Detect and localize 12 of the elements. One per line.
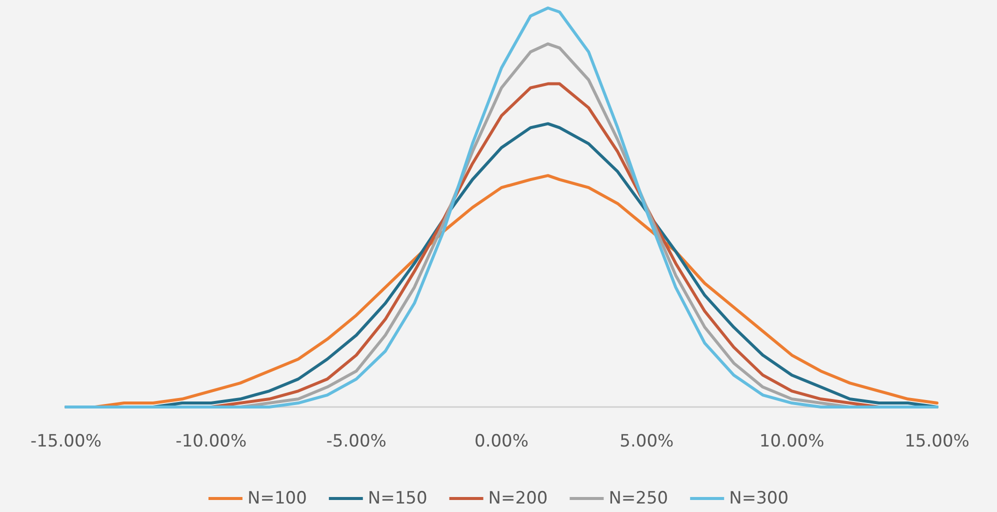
- x-tick-label: 15.00%: [904, 432, 970, 452]
- legend-label: N=250: [608, 488, 668, 508]
- x-tick-label: -10.00%: [176, 432, 247, 452]
- legend-label: N=100: [247, 488, 307, 508]
- x-tick-label: 0.00%: [474, 432, 529, 452]
- x-tick-label: -15.00%: [30, 432, 102, 452]
- x-tick-label: 5.00%: [620, 432, 674, 452]
- legend-label: N=200: [488, 488, 548, 508]
- x-tick-label: -5.00%: [326, 432, 386, 452]
- legend-label: N=300: [729, 488, 789, 508]
- x-tick-label: 10.00%: [759, 432, 824, 452]
- legend-label: N=150: [368, 488, 428, 508]
